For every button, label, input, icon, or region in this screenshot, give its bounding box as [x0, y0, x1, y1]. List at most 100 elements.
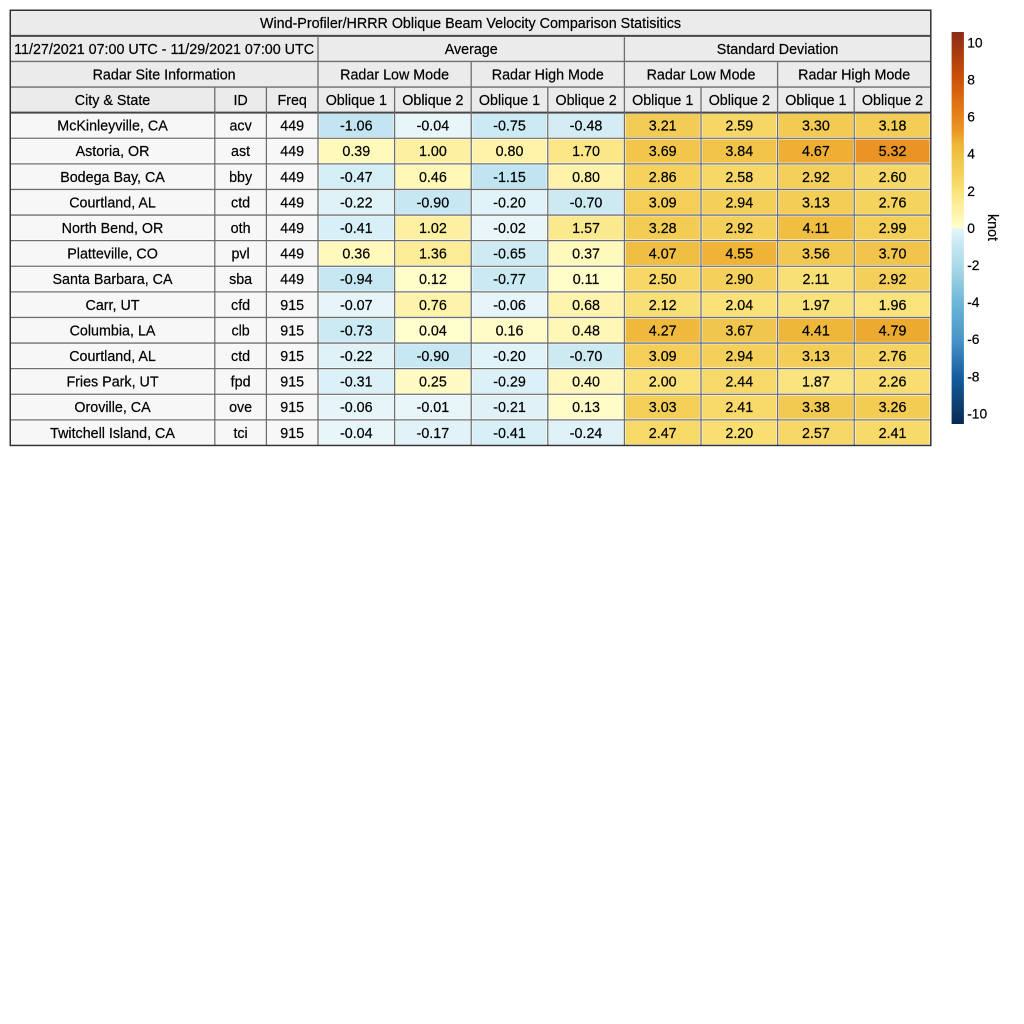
svg-text:0.13: 0.13: [572, 400, 600, 416]
svg-text:acv: acv: [229, 119, 252, 135]
svg-text:10: 10: [967, 35, 983, 50]
svg-text:City & State: City & State: [75, 93, 151, 109]
svg-text:Platteville, CO: Platteville, CO: [67, 247, 158, 263]
svg-text:2.58: 2.58: [725, 170, 753, 186]
svg-text:-1.15: -1.15: [493, 170, 526, 186]
svg-text:-0.65: -0.65: [493, 247, 526, 263]
svg-text:-0.20: -0.20: [493, 195, 526, 211]
svg-text:1.00: 1.00: [419, 144, 447, 160]
svg-text:Oblique 1: Oblique 1: [632, 93, 693, 109]
svg-text:915: 915: [280, 298, 304, 314]
svg-text:0.48: 0.48: [572, 323, 600, 339]
svg-text:3.03: 3.03: [649, 400, 677, 416]
svg-text:0.40: 0.40: [572, 375, 600, 391]
svg-text:0.25: 0.25: [419, 375, 447, 391]
svg-text:Courtland, AL: Courtland, AL: [69, 349, 156, 365]
svg-text:Carr, UT: Carr, UT: [86, 298, 140, 314]
svg-text:2.41: 2.41: [879, 426, 907, 442]
svg-text:-0.90: -0.90: [417, 195, 450, 211]
svg-text:1.96: 1.96: [879, 298, 907, 314]
svg-text:Oblique 2: Oblique 2: [402, 93, 463, 109]
svg-text:11/27/2021 07:00 UTC - 11/29/2: 11/27/2021 07:00 UTC - 11/29/2021 07:00 …: [14, 42, 314, 58]
svg-text:4.41: 4.41: [802, 323, 830, 339]
svg-text:Fries Park, UT: Fries Park, UT: [66, 375, 158, 391]
svg-text:449: 449: [280, 170, 304, 186]
svg-text:2.99: 2.99: [879, 221, 907, 237]
svg-text:-0.29: -0.29: [493, 375, 526, 391]
svg-text:4.79: 4.79: [879, 323, 907, 339]
svg-text:915: 915: [280, 375, 304, 391]
svg-text:2.12: 2.12: [649, 298, 677, 314]
svg-text:clb: clb: [231, 323, 249, 339]
svg-text:0: 0: [967, 221, 975, 236]
svg-text:4.27: 4.27: [649, 323, 677, 339]
svg-text:0.12: 0.12: [419, 272, 447, 288]
svg-text:2.44: 2.44: [725, 375, 753, 391]
svg-text:2.92: 2.92: [879, 272, 907, 288]
svg-text:ove: ove: [229, 400, 252, 416]
svg-text:Radar Low Mode: Radar Low Mode: [340, 67, 449, 83]
svg-text:Oblique 2: Oblique 2: [555, 93, 616, 109]
svg-text:2.86: 2.86: [649, 170, 677, 186]
svg-text:2.57: 2.57: [802, 426, 830, 442]
svg-text:3.38: 3.38: [802, 400, 830, 416]
svg-text:0.80: 0.80: [496, 144, 524, 160]
svg-text:-0.04: -0.04: [340, 426, 373, 442]
svg-text:449: 449: [280, 144, 304, 160]
svg-text:-0.70: -0.70: [570, 349, 603, 365]
svg-text:2.47: 2.47: [649, 426, 677, 442]
svg-text:3.67: 3.67: [725, 323, 753, 339]
svg-text:bby: bby: [229, 170, 253, 186]
svg-text:fpd: fpd: [231, 375, 251, 391]
svg-text:915: 915: [280, 349, 304, 365]
svg-text:McKinleyville, CA: McKinleyville, CA: [57, 119, 168, 135]
svg-text:0.36: 0.36: [342, 247, 370, 263]
svg-text:0.16: 0.16: [496, 323, 524, 339]
svg-text:5.32: 5.32: [879, 144, 907, 160]
svg-text:-0.06: -0.06: [340, 400, 373, 416]
svg-text:Radar High Mode: Radar High Mode: [798, 67, 910, 83]
svg-text:4.55: 4.55: [725, 247, 753, 263]
svg-text:0.80: 0.80: [572, 170, 600, 186]
svg-text:2.76: 2.76: [879, 195, 907, 211]
svg-text:pvl: pvl: [231, 247, 249, 263]
svg-text:ctd: ctd: [231, 349, 250, 365]
svg-text:-0.04: -0.04: [417, 119, 450, 135]
svg-text:2.60: 2.60: [879, 170, 907, 186]
svg-text:-0.31: -0.31: [340, 375, 373, 391]
svg-text:-2: -2: [967, 258, 979, 273]
svg-text:0.04: 0.04: [419, 323, 447, 339]
svg-text:3.69: 3.69: [649, 144, 677, 160]
svg-text:Columbia, LA: Columbia, LA: [70, 323, 156, 339]
svg-text:2.59: 2.59: [725, 119, 753, 135]
svg-text:ctd: ctd: [231, 195, 250, 211]
svg-text:Oblique 2: Oblique 2: [709, 93, 770, 109]
svg-text:-0.94: -0.94: [340, 272, 373, 288]
svg-text:3.09: 3.09: [649, 349, 677, 365]
svg-text:3.13: 3.13: [802, 349, 830, 365]
svg-text:2.90: 2.90: [725, 272, 753, 288]
svg-text:915: 915: [280, 400, 304, 416]
svg-text:Oblique 1: Oblique 1: [785, 93, 846, 109]
svg-text:4.07: 4.07: [649, 247, 677, 263]
svg-text:cfd: cfd: [231, 298, 250, 314]
svg-text:Oroville, CA: Oroville, CA: [74, 400, 151, 416]
svg-text:Oblique 1: Oblique 1: [479, 93, 540, 109]
svg-text:Astoria, OR: Astoria, OR: [76, 144, 150, 160]
svg-text:tci: tci: [233, 426, 247, 442]
svg-text:2.00: 2.00: [649, 375, 677, 391]
svg-text:-1.06: -1.06: [340, 119, 373, 135]
svg-text:915: 915: [280, 323, 304, 339]
svg-text:sba: sba: [229, 272, 252, 288]
svg-text:Radar Site Information: Radar Site Information: [93, 67, 236, 83]
svg-text:0.68: 0.68: [572, 298, 600, 314]
svg-text:-0.22: -0.22: [340, 195, 373, 211]
svg-text:Standard Deviation: Standard Deviation: [717, 42, 839, 58]
svg-text:3.21: 3.21: [649, 119, 677, 135]
svg-text:Radar Low Mode: Radar Low Mode: [647, 67, 756, 83]
svg-text:-0.24: -0.24: [570, 426, 603, 442]
svg-text:-6: -6: [967, 332, 980, 347]
svg-text:-0.41: -0.41: [340, 221, 373, 237]
svg-text:0.37: 0.37: [572, 247, 600, 263]
svg-text:-10: -10: [967, 406, 987, 421]
